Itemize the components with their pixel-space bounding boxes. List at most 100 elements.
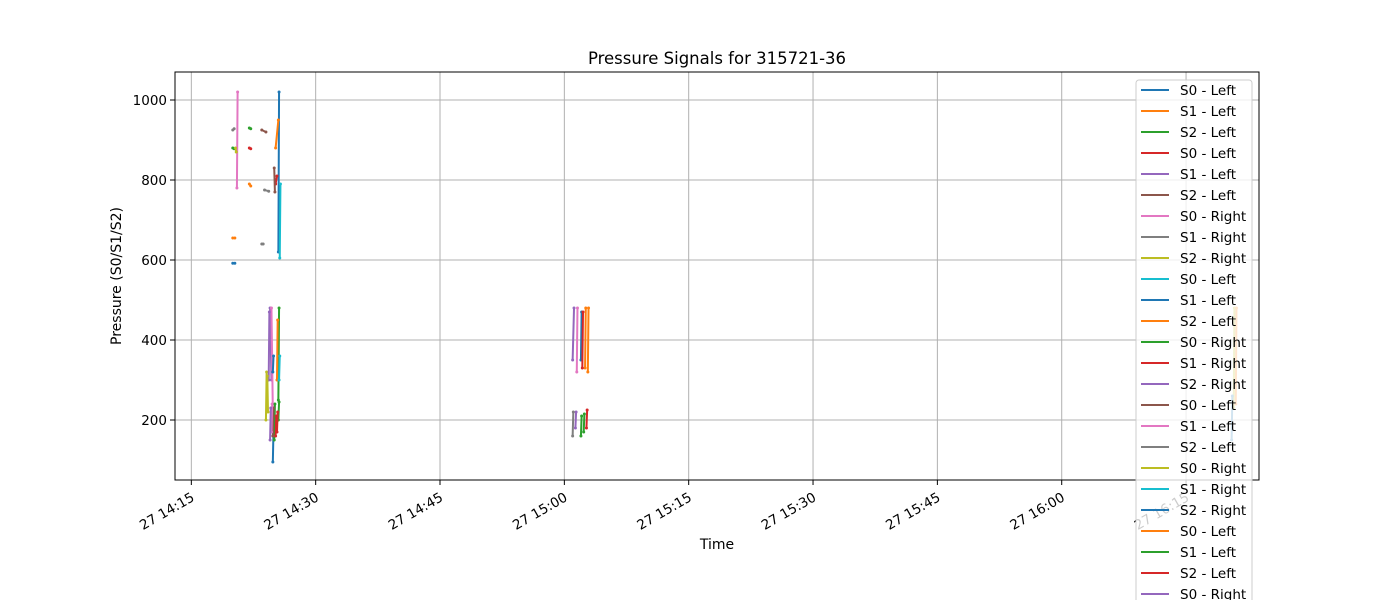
data-point bbox=[277, 378, 281, 382]
legend-label: S0 - Left bbox=[1180, 272, 1236, 288]
series-line bbox=[571, 411, 575, 437]
data-point bbox=[267, 189, 271, 193]
legend-label: S0 - Left bbox=[1180, 398, 1236, 414]
series-line bbox=[277, 307, 281, 401]
data-point bbox=[278, 256, 282, 260]
legend-label: S0 - Right bbox=[1180, 587, 1246, 600]
data-point bbox=[582, 412, 586, 416]
series-line bbox=[271, 407, 275, 437]
data-point bbox=[580, 366, 584, 370]
data-point bbox=[234, 150, 238, 154]
data-point bbox=[585, 408, 589, 412]
data-point bbox=[265, 370, 269, 374]
legend-label: S2 - Left bbox=[1180, 440, 1236, 456]
series-line bbox=[267, 311, 271, 381]
series-group bbox=[275, 306, 591, 382]
data-point bbox=[271, 460, 275, 464]
data-point bbox=[587, 306, 591, 310]
y-tick-label: 600 bbox=[141, 253, 167, 269]
series-line bbox=[585, 409, 589, 429]
data-point bbox=[581, 310, 585, 314]
series-group bbox=[271, 310, 584, 374]
series-group bbox=[267, 310, 578, 430]
data-point bbox=[572, 306, 576, 310]
series-line bbox=[235, 91, 239, 189]
series-group bbox=[265, 374, 270, 414]
data-point bbox=[264, 418, 268, 422]
y-tick-label: 400 bbox=[141, 333, 167, 349]
data-point bbox=[278, 182, 282, 186]
data-point bbox=[584, 426, 588, 430]
data-point bbox=[275, 174, 279, 178]
axis-ticks: 27 14:15 27 14:30 27 14:45 27 15:00 27 15:15… bbox=[133, 93, 1192, 534]
legend-label: S0 - Right bbox=[1180, 335, 1246, 351]
data-point bbox=[249, 147, 253, 151]
legend-label: S2 - Right bbox=[1180, 377, 1246, 393]
data-point bbox=[269, 406, 273, 410]
x-tick-label: 27 16:00 bbox=[1007, 490, 1067, 534]
legend-label: S2 - Right bbox=[1180, 251, 1246, 267]
series-group bbox=[260, 128, 277, 194]
series-line bbox=[270, 307, 274, 413]
series-group bbox=[274, 310, 585, 438]
data-point bbox=[273, 190, 277, 194]
x-axis-label: Time bbox=[699, 537, 734, 553]
x-tick-label: 27 15:00 bbox=[510, 490, 570, 534]
legend-label: S2 - Left bbox=[1180, 188, 1236, 204]
legend-label: S1 - Left bbox=[1180, 419, 1236, 435]
legend: S0 - Left S1 - Left S2 - Left S0 - Left S1 -… bbox=[1135, 79, 1253, 600]
data-point bbox=[249, 184, 253, 188]
series-group bbox=[231, 127, 575, 438]
x-tick-label: 27 14:45 bbox=[386, 490, 446, 534]
data-point bbox=[275, 430, 279, 434]
data-point bbox=[272, 354, 276, 358]
series-group bbox=[247, 146, 589, 430]
series-line bbox=[579, 311, 583, 361]
series-group bbox=[275, 410, 280, 434]
data-point bbox=[231, 236, 235, 240]
series-line bbox=[582, 413, 586, 433]
series-line bbox=[269, 307, 273, 381]
series-line bbox=[574, 411, 578, 429]
legend-label: S1 - Right bbox=[1180, 356, 1246, 372]
series-line bbox=[273, 403, 276, 441]
data-point bbox=[271, 370, 275, 374]
x-tick-label: 27 15:30 bbox=[759, 490, 819, 534]
series-line bbox=[269, 407, 272, 441]
data-point bbox=[583, 366, 587, 370]
data-point bbox=[579, 434, 583, 438]
series-line bbox=[271, 355, 275, 373]
data-point bbox=[264, 130, 268, 134]
data-point bbox=[270, 402, 274, 406]
series-group bbox=[277, 354, 282, 382]
legend-label: S1 - Left bbox=[1180, 104, 1236, 120]
legend-label: S1 - Left bbox=[1180, 545, 1236, 561]
series-line bbox=[275, 319, 279, 381]
data-point bbox=[571, 410, 575, 414]
legend-label: S0 - Right bbox=[1180, 209, 1246, 225]
data-point bbox=[575, 306, 579, 310]
legend-label: S0 - Left bbox=[1180, 83, 1236, 99]
y-tick-label: 800 bbox=[141, 173, 167, 189]
series-group bbox=[235, 90, 579, 414]
data-point bbox=[573, 426, 577, 430]
series-line bbox=[275, 411, 279, 433]
series-group bbox=[234, 146, 1236, 422]
data-point bbox=[234, 146, 238, 150]
data-point bbox=[276, 118, 280, 122]
data-point bbox=[236, 90, 240, 94]
data-point bbox=[574, 410, 578, 414]
legend-label: S1 - Left bbox=[1180, 167, 1236, 183]
data-point bbox=[260, 128, 264, 132]
data-point bbox=[235, 186, 239, 190]
x-tick-label: 27 14:15 bbox=[137, 490, 197, 534]
legend-label: S1 - Right bbox=[1180, 482, 1246, 498]
data-point bbox=[268, 438, 272, 442]
data-point bbox=[271, 434, 275, 438]
series-line bbox=[575, 307, 579, 373]
series-line bbox=[273, 167, 276, 193]
legend-label: S2 - Left bbox=[1180, 314, 1236, 330]
legend-label: S1 - Left bbox=[1180, 293, 1236, 309]
y-axis-label: Pressure (S0/S1/S2) bbox=[109, 207, 125, 345]
legend-label: S2 - Left bbox=[1180, 125, 1236, 141]
